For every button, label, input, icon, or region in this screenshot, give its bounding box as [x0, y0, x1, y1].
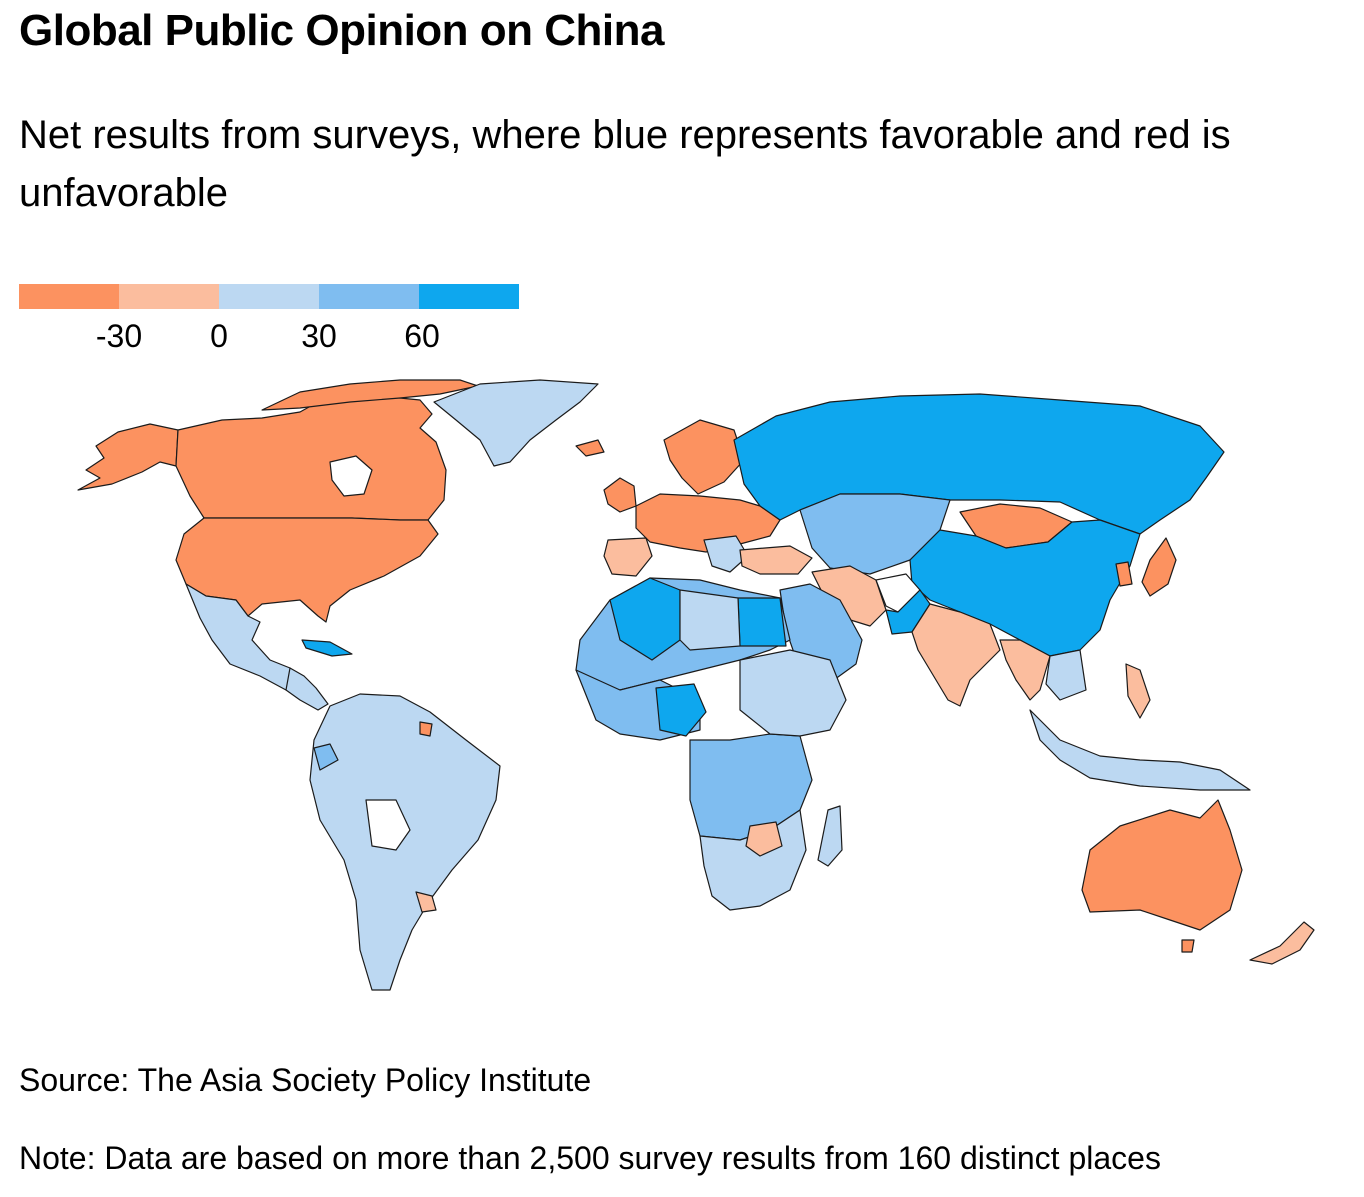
region-iceland	[575, 439, 605, 457]
region-india	[911, 603, 1001, 707]
region-libya	[679, 589, 741, 651]
region-madagascar	[817, 805, 843, 867]
region-zimbabwe	[745, 821, 783, 857]
chart-title: Global Public Opinion on China	[19, 6, 664, 55]
region-bolivia	[365, 799, 411, 851]
region-tasmania	[1181, 939, 1195, 953]
region-korea	[1115, 561, 1133, 587]
region-canada	[175, 395, 447, 521]
region-south-america	[309, 693, 501, 991]
region-new-zealand	[1249, 921, 1315, 965]
legend-bar	[19, 284, 519, 309]
legend-tick-minus-30: -30	[95, 318, 143, 354]
legend-swatch-strong-unfavorable	[19, 284, 119, 309]
legend-tick-0: 0	[210, 318, 228, 354]
region-western-europe	[635, 493, 781, 553]
region-guiana	[419, 721, 433, 737]
source-note: Source: The Asia Society Policy Institut…	[19, 1062, 592, 1098]
legend-swatch-strong-favorable	[419, 284, 519, 309]
legend-tick-30: 30	[301, 318, 337, 354]
region-russia	[733, 393, 1225, 535]
region-nigeria	[655, 683, 707, 737]
region-uruguay	[415, 891, 437, 913]
region-ecuador	[313, 743, 339, 771]
data-note: Note: Data are based on more than 2,500 …	[19, 1140, 1161, 1176]
color-legend: -30 0 30 60	[19, 284, 519, 364]
region-greenland	[433, 379, 599, 467]
region-turkey	[739, 545, 813, 575]
region-indochina	[1045, 649, 1087, 701]
legend-swatch-favorable	[319, 284, 419, 309]
legend-swatch-mild-unfavorable	[119, 284, 219, 309]
region-east-africa	[739, 649, 847, 737]
world-map	[77, 379, 1315, 991]
legend-tick-60: 60	[404, 318, 440, 354]
region-central-america	[285, 667, 329, 711]
region-egypt	[737, 597, 787, 647]
region-japan	[1141, 537, 1177, 597]
region-southeast-asia	[999, 639, 1051, 701]
region-uk-ireland	[603, 477, 637, 513]
region-iberia	[603, 537, 653, 577]
region-australia	[1081, 799, 1243, 931]
legend-swatch-mild-favorable	[219, 284, 319, 309]
region-scandinavia	[663, 419, 745, 495]
region-alaska	[77, 423, 179, 491]
region-philippines	[1125, 663, 1151, 719]
chart-subtitle: Net results from surveys, where blue rep…	[19, 113, 1231, 215]
region-indonesia	[1029, 709, 1251, 791]
region-cuba	[301, 639, 353, 657]
region-hudson-bay	[329, 455, 373, 497]
region-balkans	[703, 535, 749, 573]
